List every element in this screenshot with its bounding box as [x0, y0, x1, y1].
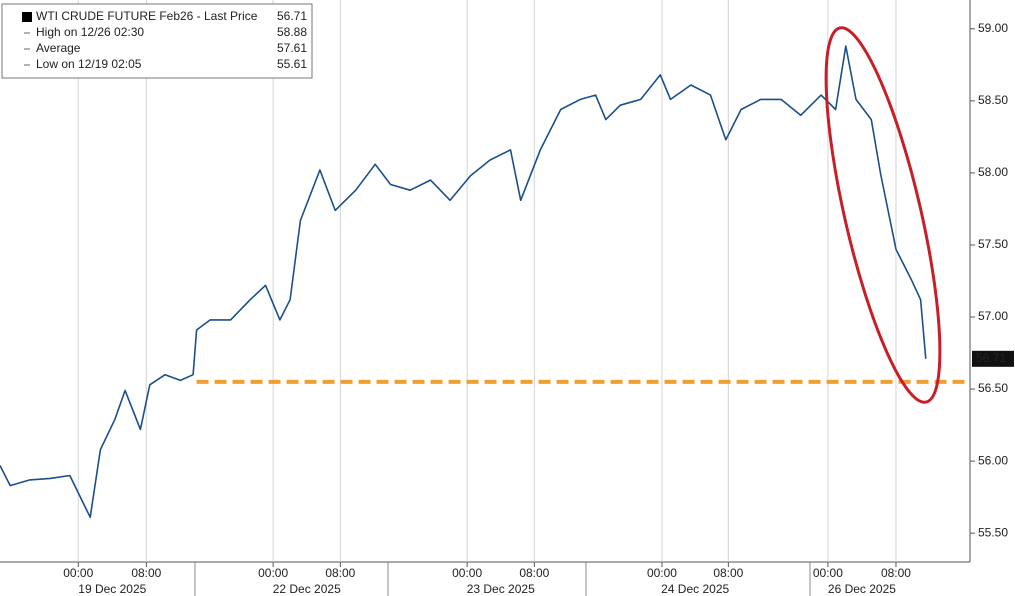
legend-value: 58.88 [277, 25, 307, 39]
legend-label: High on 12/26 02:30 [36, 25, 144, 39]
x-date-label: 26 Dec 2025 [828, 582, 896, 596]
y-tick-label: 55.50 [978, 525, 1008, 539]
x-tick-label: 00:00 [647, 566, 677, 580]
x-tick-label: 00:00 [452, 566, 482, 580]
y-tick-label: 56.50 [978, 381, 1008, 395]
legend-label: WTI CRUDE FUTURE Feb26 - Last Price [36, 9, 258, 23]
x-date-label: 23 Dec 2025 [467, 582, 535, 596]
x-tick-label: 08:00 [519, 566, 549, 580]
x-tick-label: 08:00 [131, 566, 161, 580]
x-tick-label: 08:00 [325, 566, 355, 580]
last-price-label: 56.71 [976, 351, 1006, 365]
x-tick-label: 08:00 [881, 566, 911, 580]
y-tick-label: 57.50 [978, 237, 1008, 251]
x-date-label: 24 Dec 2025 [661, 582, 729, 596]
legend-label: Low on 12/19 02:05 [36, 57, 142, 71]
x-date-label: 22 Dec 2025 [273, 582, 341, 596]
highlight-ellipse [824, 26, 942, 404]
legend-value: 55.61 [277, 57, 307, 71]
y-tick-label: 59.00 [978, 21, 1008, 35]
legend-box [1, 3, 313, 79]
y-tick-label: 57.00 [978, 309, 1008, 323]
x-date-label: 19 Dec 2025 [78, 582, 146, 596]
legend: WTI CRUDE FUTURE Feb26 - Last Price 56.71… [1, 3, 313, 79]
price-line [0, 45, 927, 519]
x-tick-label: 00:00 [258, 566, 288, 580]
y-tick-label: 56.00 [978, 453, 1008, 467]
y-tick-label: 58.00 [978, 165, 1008, 179]
x-tick-label: 00:00 [63, 566, 93, 580]
last-price-box [972, 350, 1014, 367]
y-tick-label: 58.50 [978, 93, 1008, 107]
legend-swatch [22, 12, 32, 22]
legend-label: Average [36, 41, 81, 55]
legend-value: 56.71 [277, 9, 307, 23]
x-tick-label: 00:00 [813, 566, 843, 580]
legend-value: 57.61 [277, 41, 307, 55]
plot-area [0, 0, 970, 562]
x-tick-label: 08:00 [713, 566, 743, 580]
